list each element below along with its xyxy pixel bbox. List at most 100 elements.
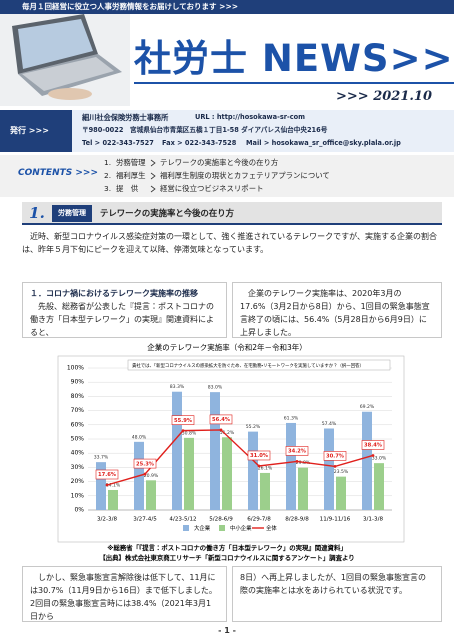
value-label: 38.4% (364, 443, 383, 449)
value-label: 23.5% (334, 469, 349, 475)
chart-title: 企業のテレワーク実施率（令和2年－令和3年） (147, 342, 307, 352)
title-rule (134, 82, 454, 84)
left-column: １．コロナ禍におけるテレワーク実施率の推移 先般、総務省が公表した『提言：ポスト… (22, 282, 227, 338)
value-label: 69.2% (360, 404, 375, 410)
issue-date: >>> 2021.10 (335, 89, 432, 104)
bar (210, 392, 220, 510)
value-label: 34.2% (288, 449, 307, 455)
line-point (257, 464, 261, 468)
value-label: 14.1% (106, 482, 121, 488)
y-tick-label: 20% (71, 478, 85, 485)
x-tick-label: 8/28-9/8 (285, 517, 309, 523)
bar (298, 467, 308, 510)
line-point (295, 460, 299, 463)
column-text: 先般、総務省が公表した『提言：ポストコロナの働き方「日本型テレワーク」の実現』関… (30, 302, 214, 337)
item-category: 福利厚生 (116, 171, 146, 180)
section-number: 1. (29, 204, 45, 222)
contents-label: CONTENTS >>> (18, 168, 98, 178)
bar (146, 480, 156, 510)
page-number: - 1 - (218, 626, 236, 635)
right-column: 企業のテレワーク実施率は、2020年3月の17.6%（3月2日から8日）から、1… (232, 282, 442, 338)
chart-note-box (127, 359, 391, 371)
office-name: 細川社会保険労務士事務所 (82, 113, 169, 122)
section-title: テレワークの実施率と今後の在り方 (100, 208, 234, 218)
bar (374, 463, 384, 510)
y-tick-label: 10% (71, 492, 85, 499)
x-tick-label: 3/27-4/5 (133, 517, 157, 523)
contents-band (0, 155, 454, 197)
item-number: 2. (104, 171, 112, 180)
line-point (371, 454, 375, 457)
column-text: 8日）へ再上昇しましたが、1回目の緊急事態宣言の際の実施率とは水をあけられている… (240, 573, 427, 595)
legend-label: 中小企業 (230, 524, 252, 532)
office-fax: Fax > 022-343-7528 (162, 139, 237, 147)
y-tick-label: 30% (71, 464, 85, 471)
bar (286, 422, 296, 510)
legend-label: 全体 (266, 524, 277, 532)
office-address: 〒980-0022 宮城県仙台市青葉区五橋１丁目1-58 ダイアパレス仙台中央2… (82, 126, 328, 134)
item-category: 労務管理 (116, 158, 146, 167)
separator-arrow (150, 172, 156, 180)
column-text: しかし、緊急事態宣言解除後は低下して、11月には30.7%（11月9日から16日… (30, 573, 217, 621)
office-tel: Tel > 022-343-7527 (82, 139, 154, 147)
value-label: 33.7% (94, 455, 109, 461)
item-title: テレワークの実施率と今後の在り方 (160, 158, 279, 167)
x-tick-label: 5/28-6/9 (209, 517, 233, 523)
legend-swatch (219, 525, 225, 531)
value-label-box (247, 450, 271, 461)
source-note: ※総務省「『提言：ポストコロナの働き方「日本型テレワーク」の実現』関連資料」 (107, 543, 346, 552)
value-label-box (171, 415, 195, 425)
line-point (105, 483, 109, 487)
value-label: 50.8% (182, 430, 197, 436)
bar (362, 411, 372, 510)
legend-label: 大企業 (194, 524, 211, 532)
office-url: URL : http://hosokawa-sr-com (195, 113, 306, 121)
office-mail: Mail > hosokawa_sr_office@sky.plala.or.j… (246, 139, 401, 147)
value-label: 17.6% (98, 472, 117, 478)
line-point (333, 465, 337, 468)
section-category: 労務管理 (52, 205, 92, 222)
source: 【出典】株式会社東京商工リサーチ「新型コロナウイルスに関するアンケート」調査より (99, 553, 354, 562)
y-tick-label: 60% (71, 421, 85, 428)
bar (336, 476, 346, 510)
value-label: 55.2% (246, 424, 261, 430)
y-tick-label: 80% (71, 393, 85, 400)
value-label-box (95, 469, 119, 480)
value-label: 33.0% (372, 456, 387, 462)
value-label: 55.9% (174, 418, 193, 424)
header-illustration (0, 14, 130, 106)
x-tick-label: 3/2-3/8 (97, 517, 117, 523)
item-number: 3. (104, 184, 112, 193)
section-bar (22, 202, 442, 225)
newsletter-title: 社労士 NEWS>>> (134, 37, 454, 80)
publisher-label: 発行 >>> (0, 110, 72, 152)
y-tick-label: 40% (71, 450, 85, 457)
chart: 企業のテレワーク実施率（令和2年－令和3年） 0% 10% 20% 30% 40% 50% 6… (57, 342, 405, 562)
value-label: 57.4% (322, 421, 337, 427)
tagline: 毎月１回経営に役立つ人事労務情報をお届けしております >>> (0, 0, 454, 14)
value-label: 56.4% (212, 417, 231, 423)
x-tick-label: 11/9-11/16 (320, 517, 351, 523)
line-point (181, 429, 185, 433)
x-tick-label: 4/23-5/12 (169, 517, 196, 523)
separator-arrow (150, 185, 156, 193)
bar (172, 391, 182, 510)
value-label: 31.0% (250, 453, 269, 459)
legend-swatch (183, 525, 189, 531)
y-tick-label: 50% (71, 436, 85, 443)
bar (324, 428, 334, 510)
bar (108, 489, 118, 510)
x-tick-label: 6/29-7/8 (247, 517, 271, 523)
right-column: 8日）へ再上昇しましたが、1回目の緊急事態宣言の際の実施率とは水をあけられている… (232, 566, 442, 622)
value-label: 30.7% (326, 454, 345, 460)
bar (96, 462, 106, 510)
bar (184, 437, 194, 510)
value-label: 51.2% (220, 430, 235, 436)
value-label: 61.3% (284, 415, 299, 421)
left-column: しかし、緊急事態宣言解除後は低下して、11月には30.7%（11月9日から16日… (22, 566, 227, 622)
line-point (143, 472, 147, 476)
publisher-band (0, 110, 454, 152)
bar (222, 437, 232, 510)
intro-text: 近時、新型コロナウイルス感染症対策の一環として、強く推進されているテレワークです… (22, 232, 437, 254)
